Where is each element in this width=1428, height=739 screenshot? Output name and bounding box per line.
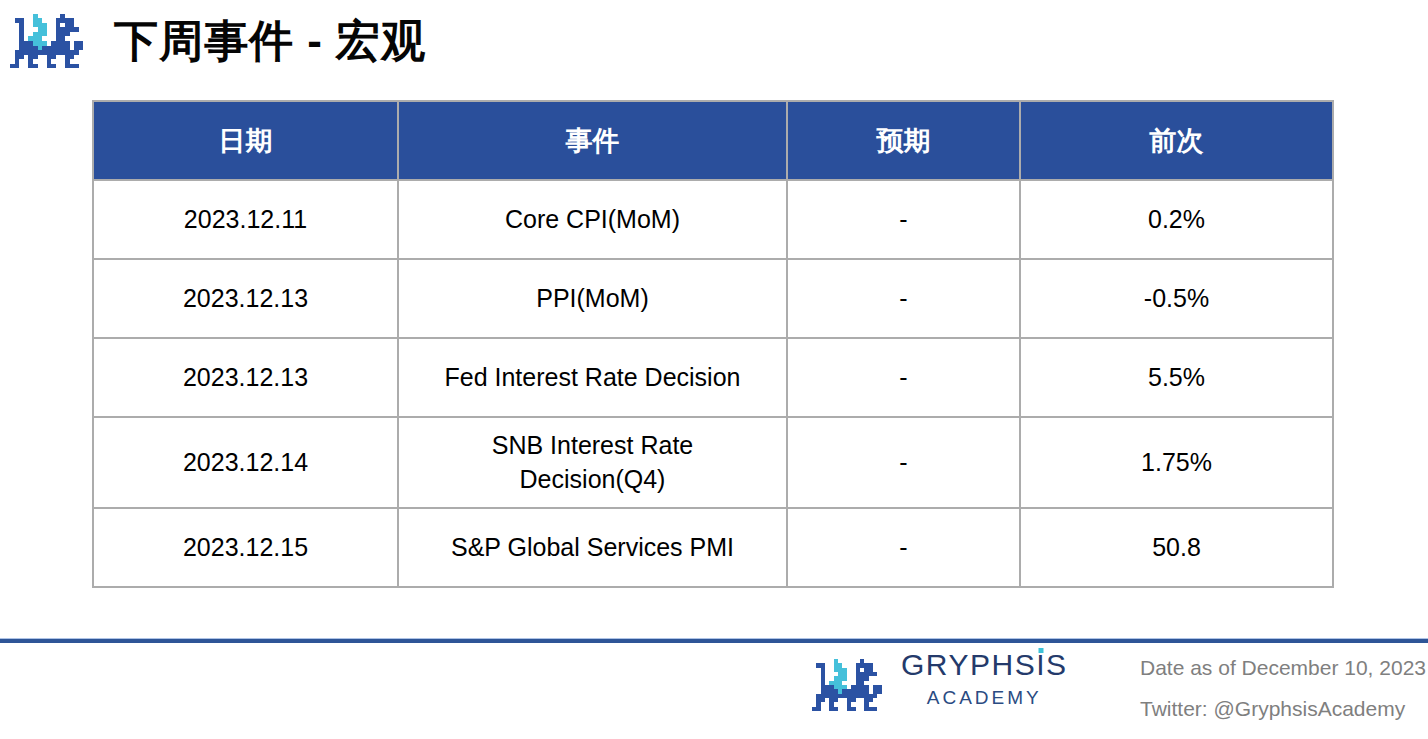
expected-cell: - [787, 259, 1020, 338]
column-header-expected: 预期 [787, 101, 1020, 180]
macro-events-table: 日期 事件 预期 前次 2023.12.11 Core CPI(MoM) - 0… [92, 100, 1334, 588]
brand-name: GRYPHSIS [901, 648, 1068, 681]
date-cell: 2023.12.13 [93, 338, 398, 417]
brand-name-part: GRYPHS [901, 648, 1036, 681]
expected-cell: - [787, 508, 1020, 587]
brand-subtitle: ACADEMY [901, 687, 1068, 709]
slide: 下周事件 - 宏观 日期 事件 预期 前次 2023.12.11 Core CP… [0, 0, 1428, 739]
footer-divider [0, 638, 1428, 643]
date-cell: 2023.12.11 [93, 180, 398, 259]
previous-cell: 0.2% [1020, 180, 1333, 259]
date-note: Date as of December 10, 2023 [1140, 656, 1426, 680]
previous-cell: 5.5% [1020, 338, 1333, 417]
footer-brand: GRYPHSIS ACADEMY [812, 648, 1068, 716]
column-header-event: 事件 [398, 101, 787, 180]
table-row: 2023.12.13 Fed Interest Rate Decision - … [93, 338, 1333, 417]
event-cell: SNB Interest Rate Decision(Q4) [398, 417, 787, 508]
slide-header: 下周事件 - 宏观 [10, 6, 426, 76]
event-cell: Core CPI(MoM) [398, 180, 787, 259]
brand-name-dotted-i: I [1036, 648, 1046, 681]
brand-text: GRYPHSIS ACADEMY [901, 648, 1068, 709]
previous-cell: 50.8 [1020, 508, 1333, 587]
event-cell: Fed Interest Rate Decision [398, 338, 787, 417]
expected-cell: - [787, 417, 1020, 508]
table-row: 2023.12.14 SNB Interest Rate Decision(Q4… [93, 417, 1333, 508]
date-cell: 2023.12.15 [93, 508, 398, 587]
event-text: Fed Interest Rate Decision [445, 361, 741, 395]
event-cell: S&P Global Services PMI [398, 508, 787, 587]
column-header-date: 日期 [93, 101, 398, 180]
event-text: Core CPI(MoM) [505, 203, 680, 237]
event-text: S&P Global Services PMI [451, 531, 734, 565]
dragon-pixel-logo-icon [10, 9, 88, 73]
dragon-pixel-logo-icon [812, 654, 886, 716]
table-row: 2023.12.13 PPI(MoM) - -0.5% [93, 259, 1333, 338]
twitter-note: Twitter: @GryphsisAcademy [1140, 697, 1426, 721]
date-cell: 2023.12.14 [93, 417, 398, 508]
date-cell: 2023.12.13 [93, 259, 398, 338]
table-header-row: 日期 事件 预期 前次 [93, 101, 1333, 180]
table-row: 2023.12.11 Core CPI(MoM) - 0.2% [93, 180, 1333, 259]
event-cell: PPI(MoM) [398, 259, 787, 338]
page-title: 下周事件 - 宏观 [114, 12, 426, 71]
footer-notes: Date as of December 10, 2023 Twitter: @G… [1140, 656, 1426, 721]
brand-name-part: S [1046, 648, 1068, 681]
expected-cell: - [787, 338, 1020, 417]
table-row: 2023.12.15 S&P Global Services PMI - 50.… [93, 508, 1333, 587]
event-text: SNB Interest Rate Decision(Q4) [433, 429, 753, 497]
column-header-previous: 前次 [1020, 101, 1333, 180]
previous-cell: -0.5% [1020, 259, 1333, 338]
macro-events-table-wrap: 日期 事件 预期 前次 2023.12.11 Core CPI(MoM) - 0… [92, 100, 1334, 588]
previous-cell: 1.75% [1020, 417, 1333, 508]
expected-cell: - [787, 180, 1020, 259]
event-text: PPI(MoM) [536, 282, 649, 316]
